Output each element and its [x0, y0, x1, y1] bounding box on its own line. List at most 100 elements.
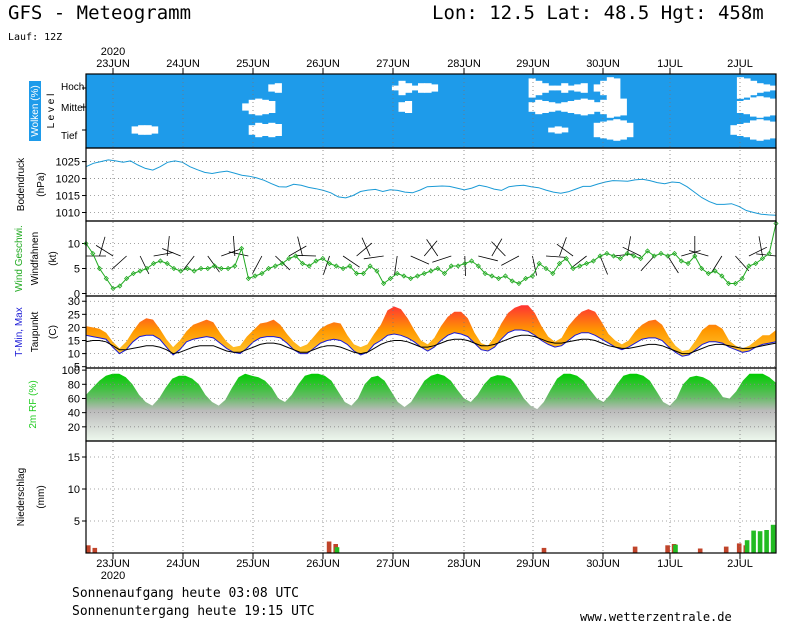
precip-bar-green	[334, 547, 340, 553]
wind-point	[759, 255, 766, 262]
precip-bar	[92, 547, 98, 553]
precip-bar	[723, 546, 729, 553]
x-tick-label-top: 26JUN	[306, 58, 340, 70]
wind-point	[117, 283, 123, 289]
wind-point	[651, 253, 657, 259]
wind-barb	[166, 236, 170, 257]
y-tick-label: 1010	[56, 208, 80, 220]
pressure-ylabel: Bodendruck	[16, 157, 27, 211]
wind-barb	[491, 241, 506, 257]
y-tick-label: 1020	[56, 174, 80, 186]
wind-point	[678, 258, 684, 264]
temp-unit-ylabel: (C)	[48, 325, 59, 339]
wind-point	[665, 253, 671, 259]
cloud-cell	[255, 98, 263, 116]
precip-bar	[541, 547, 547, 553]
precip-bar	[736, 543, 742, 553]
temp-unit-ylabel-group: (C)	[48, 325, 59, 339]
wind-barb	[228, 251, 249, 257]
precip-ylabel2-group: (mm)	[36, 485, 47, 508]
cloud-ylabel-group: Wolken (%)	[29, 81, 41, 141]
cloud-cell	[405, 83, 413, 93]
cloud-cell	[268, 122, 276, 138]
wind-point	[502, 273, 508, 279]
humidity-area	[86, 373, 776, 441]
wind-point	[306, 263, 312, 269]
cloud-cell	[619, 98, 627, 116]
wind-barb	[667, 255, 679, 274]
cloud-cell	[606, 120, 614, 140]
cloud-cell	[261, 99, 269, 115]
wind-barb	[356, 242, 373, 257]
wind-point	[699, 265, 705, 272]
wind-point	[90, 250, 96, 257]
page-title: GFS - Meteogramm	[8, 2, 192, 24]
x-tick-label-top: 29JUN	[516, 58, 550, 70]
wind-point	[110, 285, 116, 292]
precip-bar-green	[744, 540, 750, 553]
wind-point	[367, 263, 373, 269]
wind-barb	[478, 255, 498, 262]
cloud-cell	[613, 97, 621, 117]
wind-barb	[735, 255, 750, 272]
wind-point	[259, 270, 265, 277]
wind-point	[245, 275, 251, 282]
precip-ylabel: Niederschlag	[16, 468, 27, 526]
y-tick-label: 5	[74, 264, 80, 276]
x-tick-label-top: 24JUN	[166, 58, 200, 70]
wind-barb	[532, 255, 537, 276]
pressure-line	[85, 159, 777, 216]
wind-ylabel2: (kt)	[48, 251, 59, 265]
wind-point	[326, 260, 333, 267]
wind-point	[137, 268, 143, 274]
cloud-cell	[736, 101, 744, 113]
cloud-cell	[248, 125, 256, 135]
cloud-cell	[554, 85, 562, 91]
wind-point	[543, 265, 549, 272]
y-tick-label: 30	[68, 296, 80, 308]
cloud-cell	[554, 103, 562, 111]
y-tick-label: 1025	[56, 157, 80, 169]
x-tick-label-bottom: 30JUN	[586, 558, 620, 570]
cloud-cell	[756, 119, 764, 141]
cloud-cell	[274, 83, 282, 93]
y-tick-label: 20	[68, 322, 80, 334]
wind-point	[387, 275, 393, 282]
y-tick-label: 40	[68, 408, 80, 420]
wind-barb	[570, 255, 587, 269]
source-credit: www.wetterzentrale.de	[580, 610, 732, 624]
cloud-cell	[613, 78, 621, 98]
wind-point	[624, 250, 630, 257]
wind-point	[218, 265, 224, 272]
wind-barb	[748, 246, 768, 257]
wind-point	[550, 270, 556, 277]
cloud-cell	[274, 124, 282, 136]
wind-barb	[99, 236, 106, 257]
wind-point	[198, 265, 204, 272]
wind-ylabel: Wind Geschwi.	[14, 225, 25, 292]
cloud-cell	[750, 120, 758, 140]
wind-point	[671, 250, 678, 257]
cloud-cell	[541, 83, 549, 93]
cloud-cell	[769, 121, 777, 139]
cloud-cell	[248, 99, 256, 115]
wind-point	[482, 270, 488, 277]
cloud-cell	[769, 85, 777, 91]
wind-speed-line	[85, 223, 777, 290]
year-label-bottom: 2020	[101, 570, 125, 580]
wind-point	[523, 275, 529, 282]
cloud-cell	[567, 101, 575, 113]
cloud-cell	[424, 83, 432, 93]
dewpoint-ylabel-group: Taupunkt	[30, 311, 41, 352]
wind-barb	[599, 255, 608, 275]
wind-barb	[288, 245, 307, 257]
wind-point	[753, 260, 759, 267]
wind-point	[171, 265, 177, 272]
wind-point	[401, 273, 407, 279]
wind-barb	[342, 255, 360, 268]
x-tick-label-top: 28JUN	[447, 58, 481, 70]
humidity-ylabel-group: 2m RF (%)	[28, 380, 39, 428]
wind-barb	[95, 245, 114, 257]
cloud-cell	[528, 78, 536, 98]
level-label-2: Tief	[61, 131, 78, 142]
